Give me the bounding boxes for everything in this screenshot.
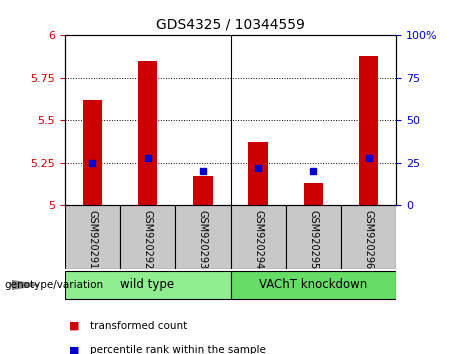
Text: wild type: wild type	[120, 278, 175, 291]
Bar	[193, 176, 213, 205]
Text: ■: ■	[69, 346, 80, 354]
Text: GSM920292: GSM920292	[142, 210, 153, 269]
Text: GSM920293: GSM920293	[198, 210, 208, 269]
Bar	[304, 183, 323, 205]
Bar	[83, 100, 102, 205]
Text: percentile rank within the sample: percentile rank within the sample	[90, 346, 266, 354]
Text: transformed count: transformed count	[90, 321, 187, 331]
Text: ■: ■	[69, 321, 80, 331]
Text: GSM920295: GSM920295	[308, 210, 319, 269]
Bar	[359, 56, 378, 205]
Bar	[230, 271, 396, 299]
Bar	[248, 142, 268, 205]
Bar	[286, 205, 341, 269]
Bar	[230, 205, 286, 269]
Bar	[175, 205, 230, 269]
Bar	[120, 205, 175, 269]
Text: genotype/variation: genotype/variation	[5, 280, 104, 290]
Text: GSM920296: GSM920296	[364, 210, 374, 269]
Polygon shape	[12, 280, 39, 290]
Title: GDS4325 / 10344559: GDS4325 / 10344559	[156, 17, 305, 32]
Text: VAChT knockdown: VAChT knockdown	[260, 278, 367, 291]
Bar	[65, 271, 230, 299]
Bar	[138, 61, 157, 205]
Text: GSM920291: GSM920291	[87, 210, 97, 269]
Text: GSM920294: GSM920294	[253, 210, 263, 269]
Bar	[65, 205, 120, 269]
Bar	[341, 205, 396, 269]
